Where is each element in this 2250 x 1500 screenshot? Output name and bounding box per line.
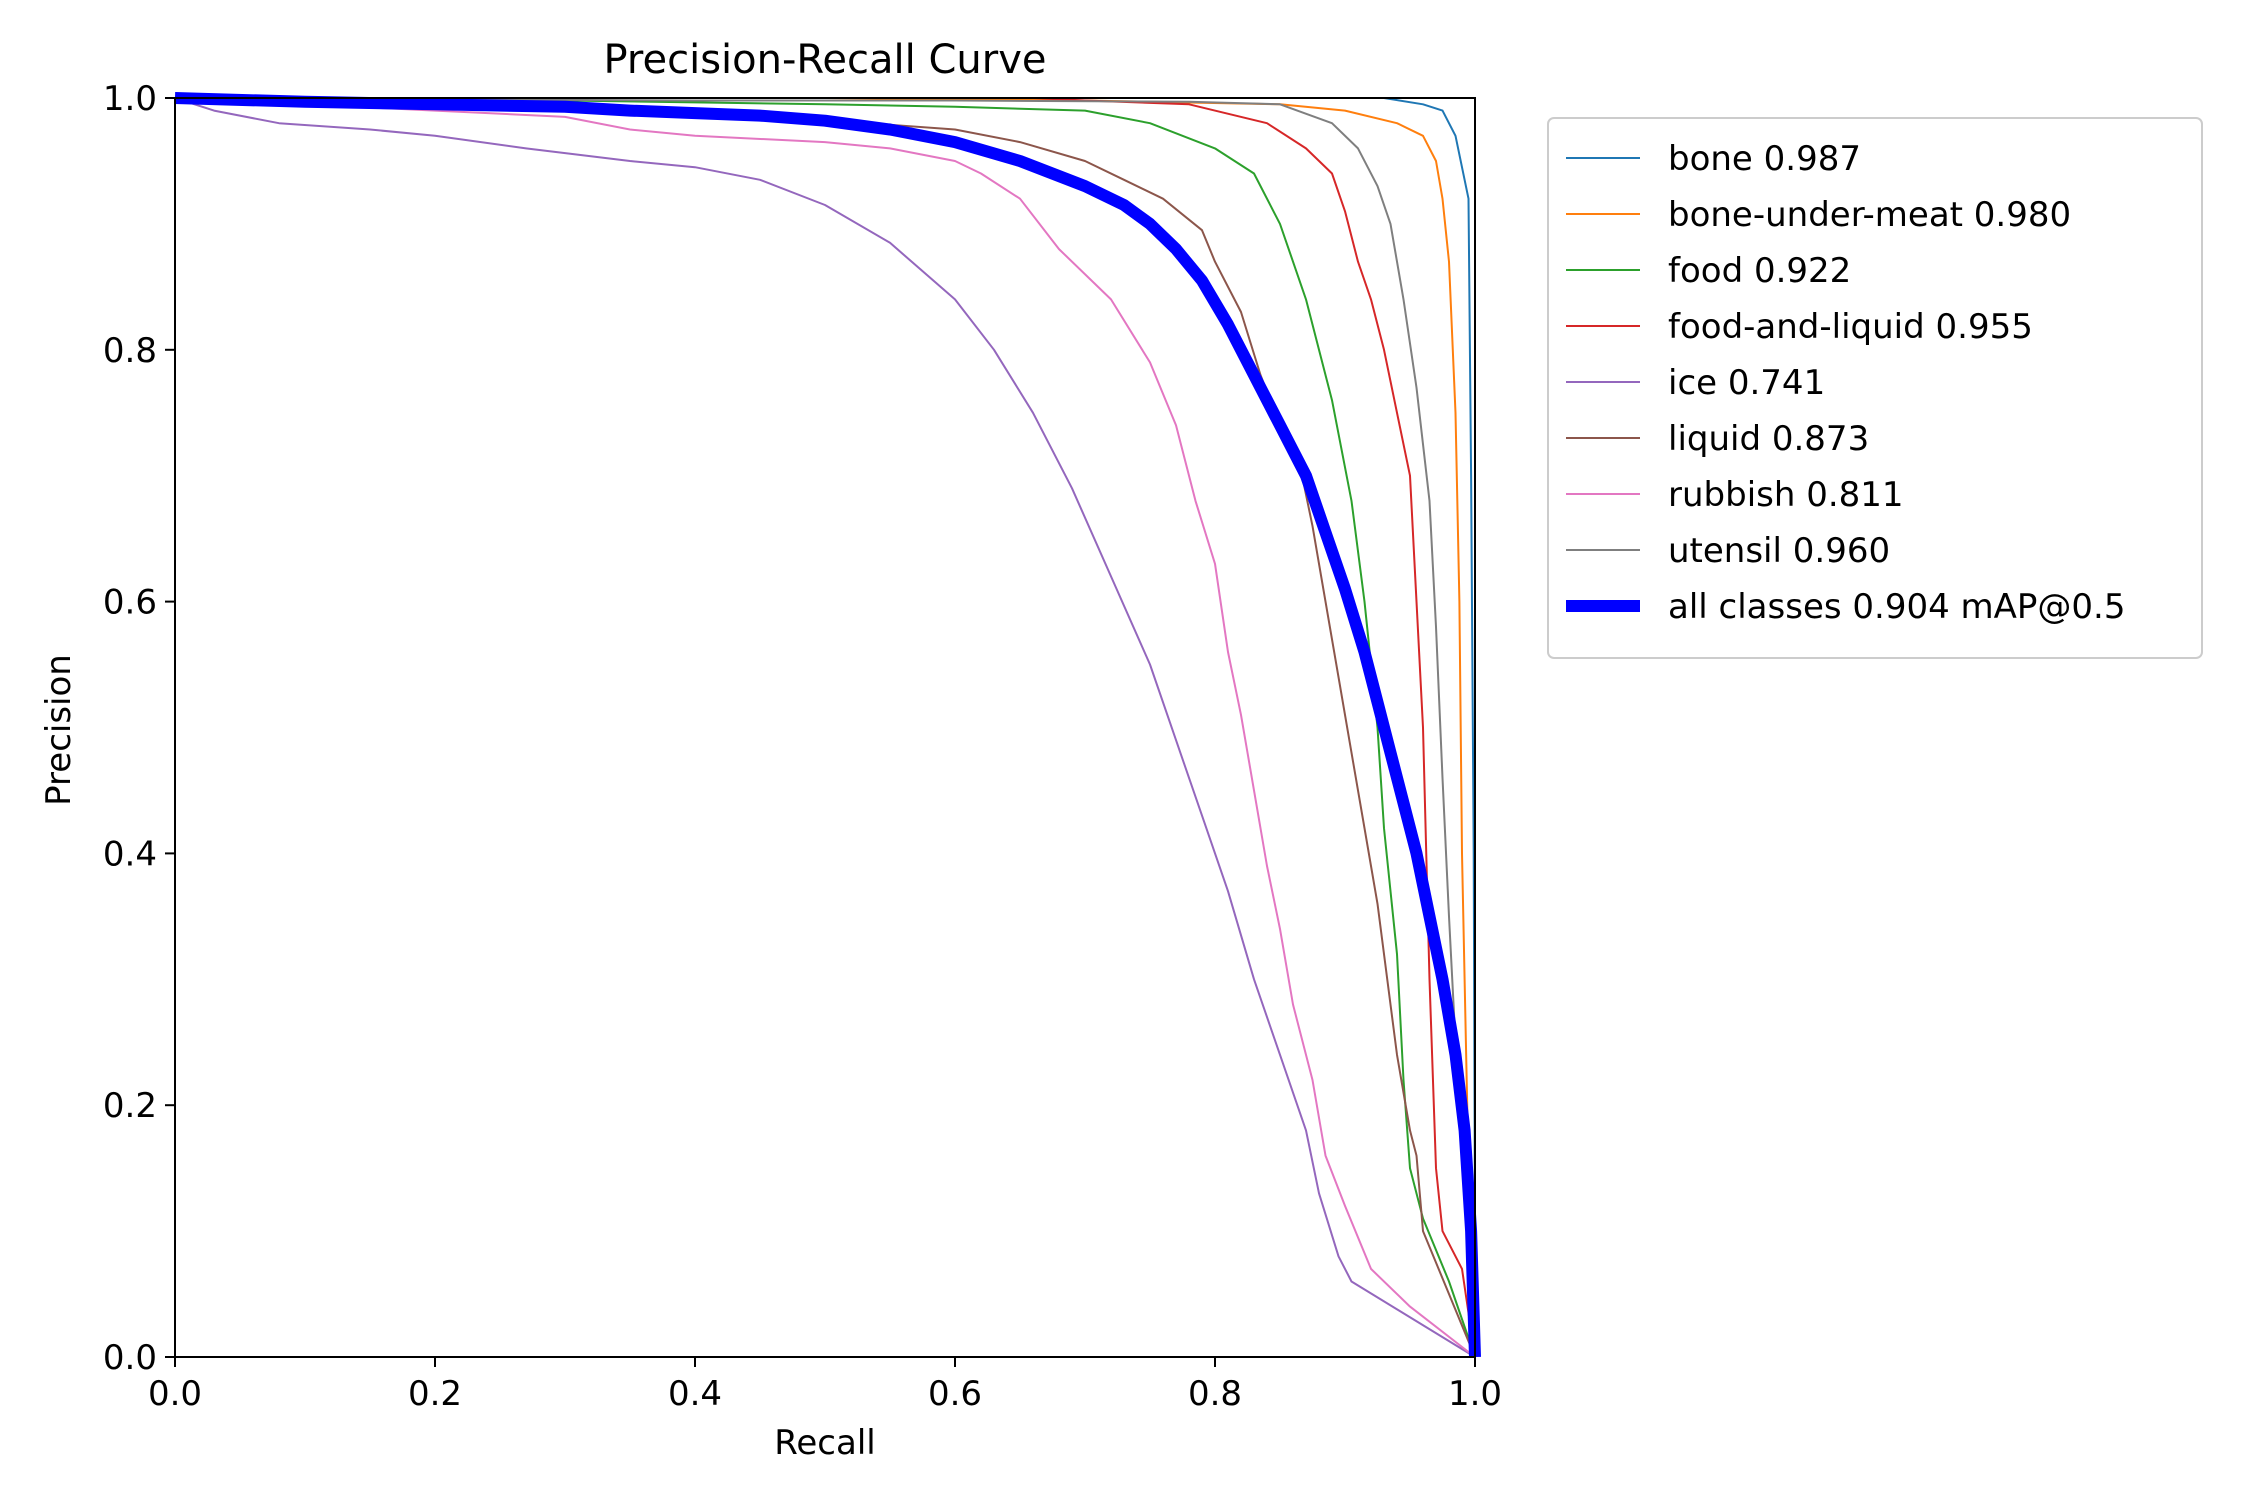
- x-tick-label: 0.6: [928, 1374, 982, 1414]
- legend-label: rubbish 0.811: [1668, 475, 1904, 515]
- legend-box: [1547, 117, 2203, 659]
- legend-label: ice 0.741: [1668, 363, 1825, 403]
- legend-label: food 0.922: [1668, 251, 1851, 291]
- y-tick-label: 0.8: [103, 331, 157, 371]
- legend-label: bone 0.987: [1668, 139, 1861, 179]
- series-line-rubbish: [174, 97, 1476, 1358]
- series-line-ice: [174, 97, 1476, 1358]
- series-lines: [174, 92, 1481, 1358]
- legend-label: bone-under-meat 0.980: [1668, 195, 2071, 235]
- legend-label: food-and-liquid 0.955: [1668, 307, 2033, 347]
- y-tick-label: 0.4: [103, 834, 157, 874]
- x-tick-label: 0.2: [408, 1374, 462, 1414]
- y-axis-ticks: 0.0 0.2 0.4 0.6 0.8 1.0: [103, 79, 175, 1378]
- legend-label: all classes 0.904 mAP@0.5: [1668, 587, 2125, 627]
- series-line-all: [174, 92, 1481, 1358]
- x-tick-label: 1.0: [1448, 1374, 1502, 1414]
- y-tick-label: 0.0: [103, 1338, 157, 1378]
- legend-label: liquid 0.873: [1668, 419, 1869, 459]
- legend-label: utensil 0.960: [1668, 531, 1890, 571]
- plot-frame: [174, 97, 1476, 1358]
- x-axis-ticks: 0.0 0.2 0.4 0.6 0.8 1.0: [148, 1357, 1502, 1414]
- y-tick-label: 1.0: [103, 79, 157, 119]
- x-axis-label: Recall: [774, 1423, 875, 1463]
- y-tick-label: 0.2: [103, 1086, 157, 1126]
- series-line-food-and-liquid: [175, 97, 1476, 1358]
- chart-title: Precision-Recall Curve: [604, 37, 1047, 83]
- x-tick-label: 0.8: [1188, 1374, 1242, 1414]
- series-line-food: [174, 97, 1476, 1358]
- legend: bone 0.987 bone-under-meat 0.980 food 0.92…: [1547, 117, 2203, 659]
- x-tick-label: 0.0: [148, 1374, 202, 1414]
- x-tick-label: 0.4: [668, 1374, 722, 1414]
- y-tick-label: 0.6: [103, 583, 157, 623]
- y-axis-label: Precision: [39, 654, 79, 806]
